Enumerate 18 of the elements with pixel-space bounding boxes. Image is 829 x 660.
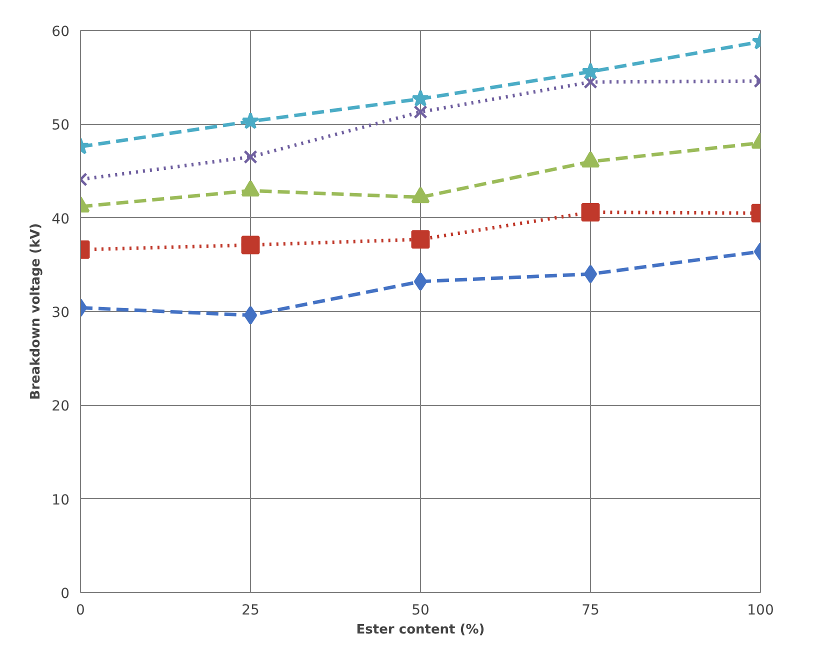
point [412, 90, 430, 107]
y-tick-label: 10 [52, 492, 70, 508]
y-tick-label: 40 [52, 211, 70, 228]
x-tick-label: 0 [76, 602, 85, 618]
y-tick-label: 60 [52, 24, 70, 40]
y-tick-label: 0 [60, 586, 70, 602]
x-tick-label: 100 [747, 602, 774, 618]
x-tick-label: 25 [242, 602, 260, 618]
y-tick-label: 20 [52, 398, 70, 415]
x-tick-label: 50 [412, 602, 430, 618]
x-axis-title: Ester content (%) [356, 622, 485, 638]
y-tick-label: 50 [52, 118, 70, 134]
x-tick-label: 75 [582, 602, 600, 618]
point [411, 230, 430, 249]
y-axis-title: Breakdown voltage (kV) [28, 223, 44, 400]
point [414, 272, 428, 291]
y-tick-label: 30 [52, 305, 70, 321]
point [414, 105, 428, 119]
